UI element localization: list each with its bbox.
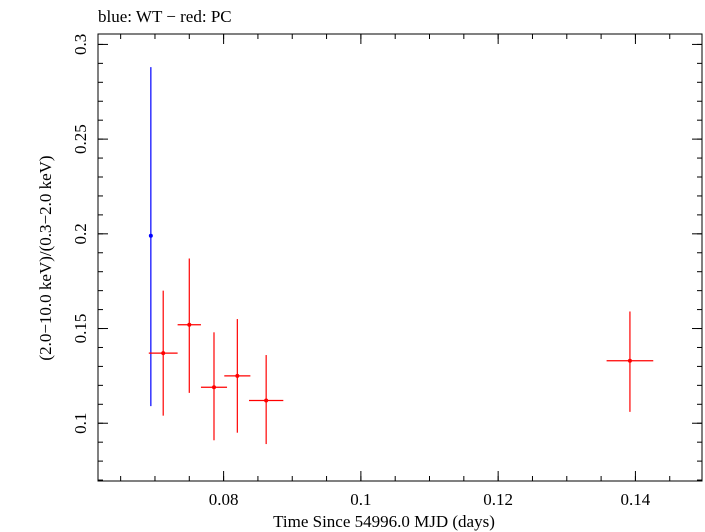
- data-point: [627, 358, 632, 363]
- x-tick-label: 0.1: [350, 490, 371, 509]
- y-tick-label: 0.15: [71, 314, 90, 344]
- x-tick-label: 0.08: [209, 490, 239, 509]
- series-pc: [148, 258, 654, 445]
- x-axis-label: Time Since 54996.0 MJD (days): [273, 512, 495, 531]
- axis-ticks: [98, 34, 702, 481]
- plot-frame: [97, 33, 703, 482]
- data-point: [211, 385, 216, 390]
- x-tick-label: 0.14: [621, 490, 651, 509]
- data-point: [187, 322, 192, 327]
- data-point: [264, 398, 269, 403]
- data-points: [148, 67, 654, 445]
- y-tick-label: 0.2: [71, 223, 90, 244]
- chart-title: blue: WT − red: PC: [98, 7, 232, 26]
- data-point: [161, 351, 166, 356]
- y-tick-label: 0.1: [71, 413, 90, 434]
- y-tick-label: 0.3: [71, 34, 90, 55]
- series-wt: [148, 67, 153, 407]
- x-tick-label: 0.12: [483, 490, 513, 509]
- data-point: [235, 373, 240, 378]
- data-point: [148, 233, 153, 238]
- y-tick-label: 0.25: [71, 124, 90, 154]
- y-axis-label: (2.0−10.0 keV)/(0.3−2.0 keV): [36, 155, 55, 360]
- tick-labels: 0.08 0.1 0.12 0.14 0.1 0.15 0.2 0.25 0.3: [71, 34, 651, 509]
